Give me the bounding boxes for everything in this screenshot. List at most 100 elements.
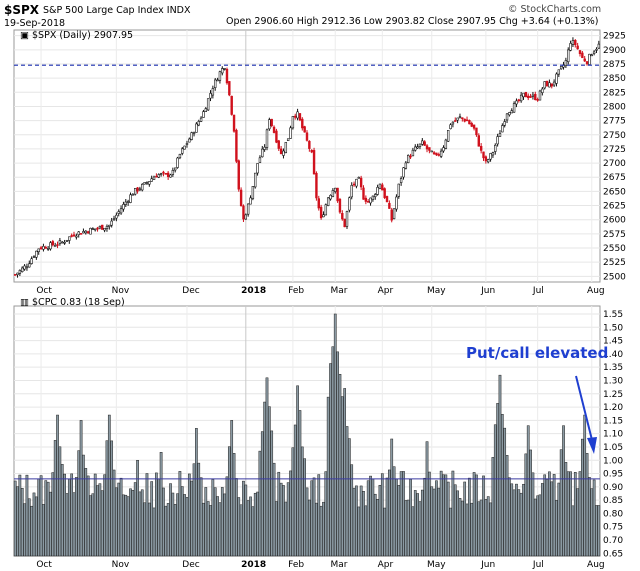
- cpc-bar: [475, 474, 478, 557]
- cpc-x-label: Apr: [378, 560, 394, 570]
- cpc-bar: [242, 480, 245, 557]
- cpc-bar: [552, 474, 556, 557]
- price-candle: [192, 132, 196, 135]
- price-candle: [209, 93, 212, 99]
- cpc-bar: [298, 410, 302, 557]
- price-candle: [383, 188, 386, 198]
- cpc-bar: [559, 449, 563, 557]
- putcall-annotation: Put/call elevated: [466, 344, 609, 362]
- price-candle: [21, 267, 24, 273]
- cpc-bar: [498, 374, 502, 557]
- price-candle: [199, 117, 203, 122]
- price-candle: [178, 153, 182, 159]
- price-candle: [282, 150, 285, 156]
- price-tick-label: 2750: [603, 131, 626, 141]
- cpc-bar: [319, 505, 323, 557]
- price-candle: [319, 206, 323, 219]
- price-candle: [37, 248, 40, 252]
- price-candle: [58, 240, 62, 244]
- cpc-bar: [437, 487, 441, 557]
- price-tick-label: 2825: [603, 88, 626, 98]
- cpc-bar: [300, 446, 304, 557]
- price-candle: [470, 123, 473, 127]
- price-candle: [454, 120, 457, 122]
- cpc-bar: [331, 346, 335, 557]
- cpc-bar: [195, 428, 198, 557]
- cpc-bar: [540, 483, 544, 557]
- cpc-tick-label: 1.55: [603, 310, 623, 320]
- price-candle: [185, 143, 189, 145]
- cpc-bar: [89, 495, 92, 557]
- price-candle: [414, 146, 417, 151]
- cpc-bar: [284, 501, 288, 557]
- price-candle: [93, 228, 97, 231]
- price-candle: [529, 96, 532, 98]
- cpc-bar: [517, 489, 521, 557]
- cpc-tick-label: 0.70: [603, 536, 623, 546]
- cpc-bar: [103, 474, 106, 557]
- price-candle: [291, 116, 295, 129]
- price-candle: [557, 69, 561, 75]
- cpc-bar: [479, 499, 483, 557]
- price-candle: [308, 140, 311, 149]
- price-tick-label: 2700: [603, 159, 626, 169]
- price-candle: [119, 208, 123, 214]
- price-candle: [197, 121, 200, 126]
- price-candle: [312, 150, 316, 175]
- cpc-bar: [16, 486, 19, 557]
- cpc-bar: [44, 480, 48, 557]
- cpc-bar: [286, 482, 290, 557]
- cpc-bar: [322, 501, 325, 557]
- price-candle: [494, 144, 497, 152]
- cpc-bar: [418, 501, 422, 557]
- cpc-legend-text: $CPC 0.83 (18 Sep): [32, 297, 125, 308]
- price-tick-label: 2675: [603, 173, 626, 183]
- price-candle: [428, 147, 431, 151]
- cpc-bar: [216, 496, 219, 557]
- price-candle: [524, 91, 528, 98]
- price-candle: [343, 218, 346, 228]
- price-candle: [397, 183, 400, 197]
- cpc-bar: [246, 500, 250, 557]
- price-candle: [166, 172, 170, 177]
- price-candle: [552, 81, 556, 86]
- cpc-bar: [258, 450, 262, 557]
- price-candle: [352, 183, 356, 186]
- cpc-bar: [531, 472, 535, 557]
- cpc-bar: [230, 420, 234, 557]
- cpc-bar: [178, 471, 182, 557]
- price-candle: [51, 241, 55, 246]
- cpc-bar: [538, 494, 542, 557]
- cpc-tick-label: 1.00: [603, 456, 623, 466]
- price-tick-label: 2575: [603, 230, 626, 240]
- cpc-bar: [465, 503, 469, 557]
- price-candle: [82, 231, 85, 234]
- price-candle: [550, 83, 553, 87]
- price-candle: [444, 139, 448, 149]
- cpc-bar: [416, 493, 419, 557]
- cpc-bar: [364, 505, 368, 557]
- price-candle: [317, 198, 320, 209]
- price-candle: [357, 177, 360, 179]
- cpc-bar: [508, 477, 511, 557]
- price-candle: [409, 155, 412, 158]
- cpc-tick-label: 0.95: [603, 470, 623, 480]
- price-candle: [430, 150, 433, 153]
- price-candle: [416, 146, 419, 149]
- cpc-bar: [35, 496, 38, 557]
- cpc-bar: [180, 486, 184, 557]
- price-candle: [449, 124, 452, 130]
- price-candle: [329, 194, 332, 200]
- cpc-x-label: Dec: [182, 560, 199, 570]
- price-candle: [531, 94, 535, 97]
- cpc-bar: [173, 504, 177, 557]
- price-candle: [244, 214, 248, 220]
- cpc-bar: [550, 481, 554, 557]
- cpc-bar: [122, 494, 125, 557]
- price-candle: [512, 103, 516, 113]
- cpc-bar: [324, 471, 328, 557]
- price-candle: [258, 157, 262, 164]
- price-tick-label: 2900: [603, 46, 626, 56]
- cpc-bar: [453, 484, 457, 557]
- price-candle: [402, 167, 405, 178]
